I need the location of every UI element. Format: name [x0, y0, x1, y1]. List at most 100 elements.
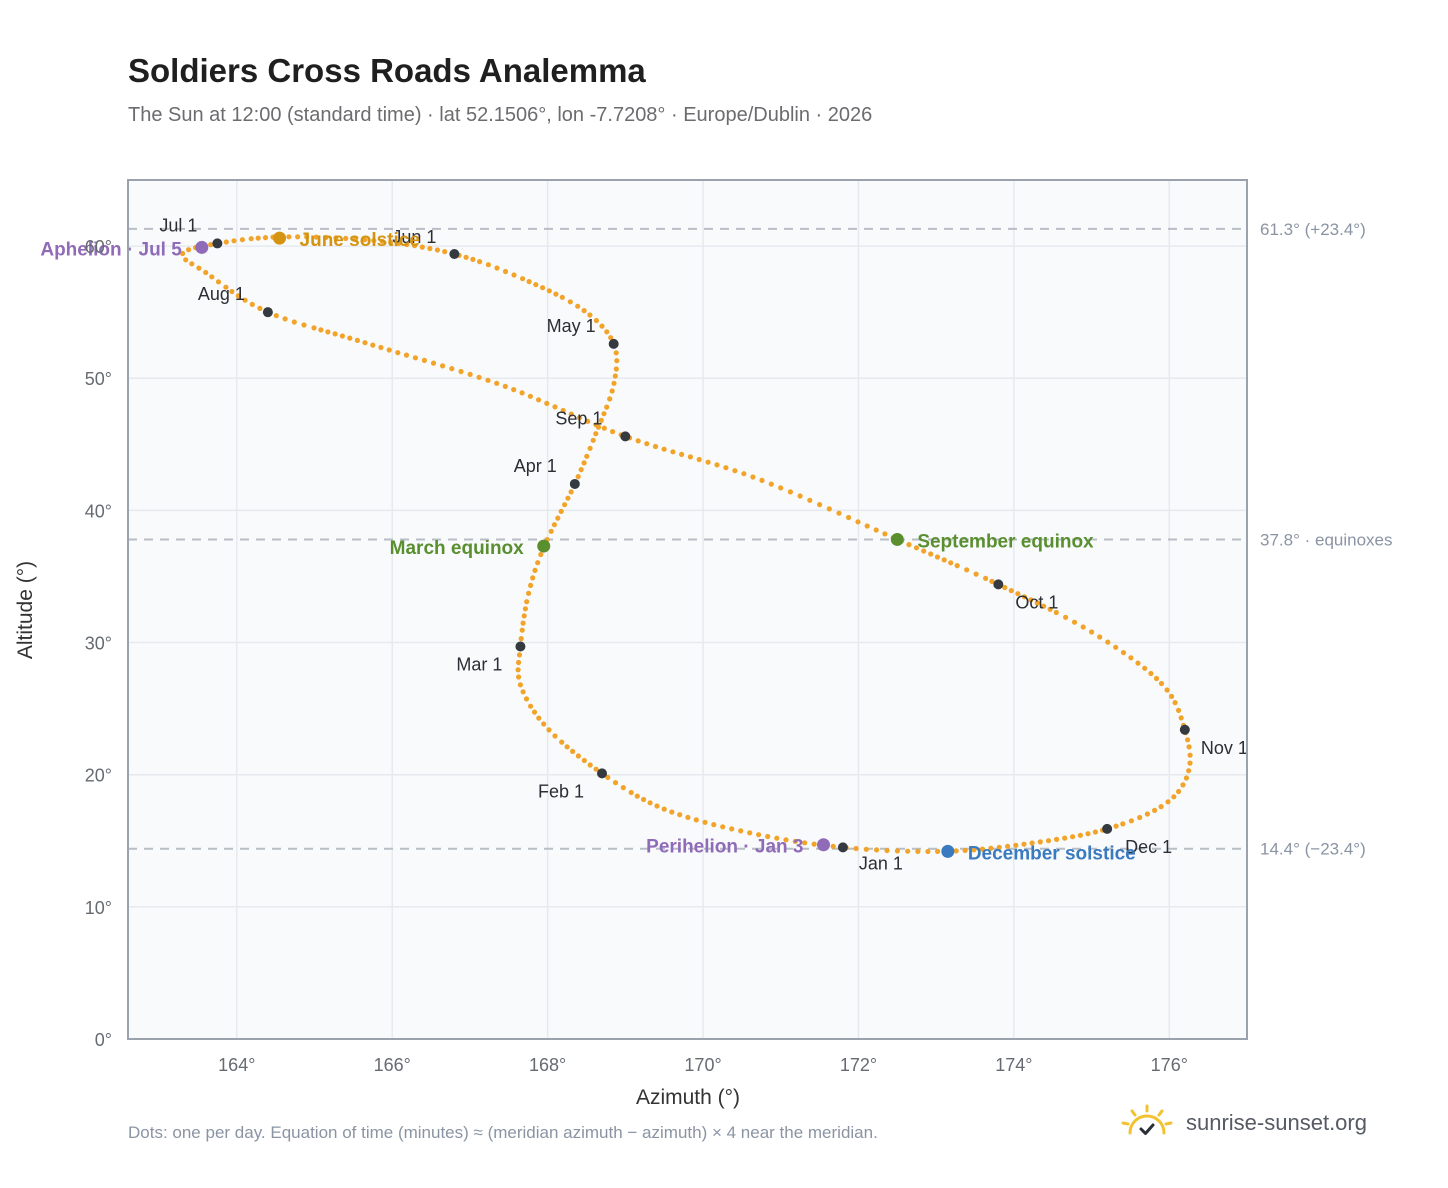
day-dot [470, 256, 476, 262]
day-dot [257, 305, 263, 311]
day-dot [979, 846, 986, 852]
day-dot [1185, 737, 1191, 743]
day-dot [186, 247, 192, 253]
day-dot [286, 234, 292, 240]
month-markers: Jan 1 Feb 1 Mar 1 Apr 1 May 1 Jun 1 Jul 1 Aug 1… [159, 215, 1248, 873]
day-dot [894, 848, 901, 854]
day-dot [532, 567, 538, 574]
day-dot [528, 703, 534, 709]
day-dot [518, 636, 524, 642]
day-dot [1137, 814, 1143, 821]
day-dot [973, 571, 979, 577]
day-dot [434, 247, 440, 253]
day-dot [343, 235, 349, 241]
day-dot [593, 317, 600, 324]
day-dot [552, 733, 558, 739]
brand-link[interactable]: sunrise-sunset.org [1186, 1110, 1367, 1135]
day-dot [311, 325, 317, 331]
day-dot [526, 279, 532, 285]
y-tick-label: 30° [85, 634, 112, 654]
day-dot [647, 800, 653, 806]
reference-line-label: 14.4° (−23.4°) [1260, 840, 1366, 859]
day-dot [516, 674, 522, 680]
month-marker [1179, 724, 1190, 735]
day-dot [1089, 629, 1095, 635]
day-dot [536, 715, 542, 721]
day-dot [544, 400, 550, 406]
month-marker [608, 338, 619, 349]
event-label: March equinox [390, 538, 525, 559]
day-dot [564, 744, 570, 750]
day-dot [1041, 603, 1047, 609]
day-dot [562, 502, 568, 508]
day-dot [552, 404, 558, 410]
day-dot [873, 527, 879, 533]
day-dot [196, 265, 202, 271]
day-dot [558, 508, 564, 514]
day-dot [641, 796, 647, 803]
day-dot [874, 847, 880, 853]
day-dot [661, 446, 667, 452]
day-dot [609, 388, 615, 394]
day-dot [575, 303, 581, 309]
day-dot [590, 437, 596, 443]
day-dot [333, 235, 339, 241]
y-tick-label: 20° [85, 766, 112, 786]
brand[interactable]: sunrise-sunset.org [1120, 1103, 1367, 1143]
day-dot [567, 299, 573, 305]
day-dot [1165, 799, 1171, 805]
day-dot [964, 567, 970, 573]
day-dot [347, 335, 353, 341]
day-dot [248, 236, 254, 242]
day-dot [864, 523, 870, 529]
day-dot [396, 240, 402, 246]
day-dot [584, 453, 590, 459]
day-dot [670, 449, 676, 455]
month-marker [1102, 823, 1113, 834]
day-dot [605, 774, 611, 781]
day-dot [797, 493, 803, 499]
day-dot [1120, 650, 1127, 656]
day-dot [988, 845, 994, 851]
day-dot [783, 837, 789, 843]
x-tick-label: 164° [218, 1055, 255, 1075]
day-dot [1186, 744, 1192, 750]
day-dot [511, 387, 517, 393]
day-dot [325, 329, 331, 335]
day-dot [661, 806, 667, 812]
month-marker [515, 641, 526, 652]
chart-title: Soldiers Cross Roads Analemma [128, 52, 646, 89]
day-dot [581, 757, 587, 764]
day-dot [714, 462, 720, 468]
day-dot [502, 268, 509, 275]
day-dot [915, 848, 921, 855]
month-label: Jan 1 [859, 853, 903, 873]
day-dot [546, 288, 552, 294]
day-dot [635, 438, 641, 444]
day-dot [386, 347, 392, 353]
day-dot [1062, 835, 1068, 841]
day-dot [189, 261, 195, 267]
sun-check-icon [1121, 1104, 1173, 1135]
day-dot [787, 489, 794, 495]
day-dot [538, 551, 544, 558]
day-dot [304, 234, 310, 240]
day-dot [807, 497, 813, 503]
day-dot [1015, 591, 1021, 597]
day-dot [578, 467, 584, 473]
day-dot [989, 578, 995, 585]
day-dot [1005, 843, 1011, 849]
day-dot [679, 451, 685, 457]
day-dot [941, 557, 947, 563]
day-dot [593, 766, 599, 772]
x-tick-label: 168° [529, 1055, 566, 1075]
day-dot [1013, 842, 1019, 848]
day-dot [953, 848, 959, 854]
day-dot [362, 237, 368, 243]
day-dot [1172, 700, 1178, 706]
day-dot [516, 652, 523, 658]
day-dot [536, 397, 542, 403]
day-dot [581, 308, 587, 314]
day-dot [430, 360, 437, 366]
day-dot [614, 358, 620, 364]
